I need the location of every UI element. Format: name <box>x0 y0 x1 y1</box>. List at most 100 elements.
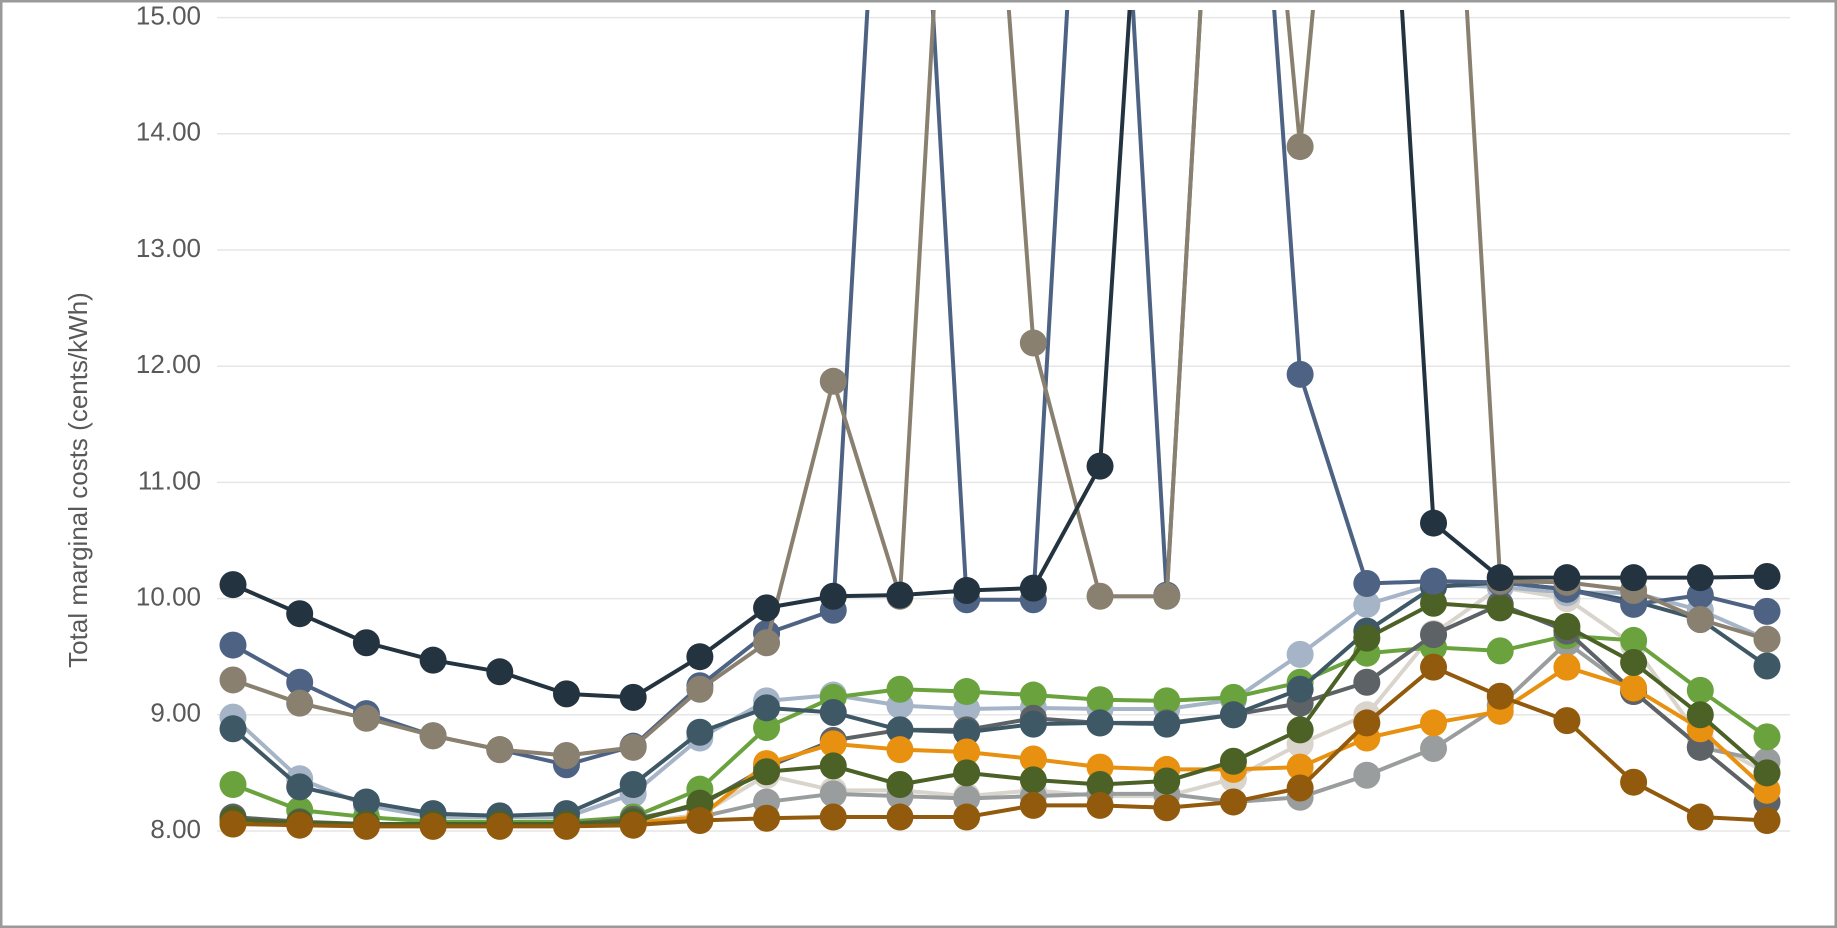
y-tick-label: 8.00 <box>150 814 201 844</box>
data-point <box>486 736 514 764</box>
data-point <box>1286 774 1314 802</box>
data-point <box>419 646 447 674</box>
data-point <box>886 803 914 831</box>
data-point <box>619 683 647 711</box>
data-point <box>1620 564 1648 592</box>
data-point <box>1286 360 1314 388</box>
data-point <box>352 788 380 816</box>
y-tick-label: 11.00 <box>138 465 201 495</box>
data-point <box>686 718 714 746</box>
data-point <box>1286 716 1314 744</box>
data-point <box>1486 564 1514 592</box>
data-point <box>1353 668 1381 696</box>
data-point <box>819 730 847 758</box>
data-point <box>286 668 314 696</box>
data-point <box>286 811 314 839</box>
data-point <box>1553 612 1581 640</box>
y-tick-label: 13.00 <box>136 233 201 263</box>
data-point <box>819 367 847 395</box>
data-point <box>1620 649 1648 677</box>
data-point <box>1553 707 1581 735</box>
data-point <box>552 812 580 840</box>
data-point <box>1753 625 1781 653</box>
data-point <box>1620 768 1648 796</box>
data-point <box>1286 133 1314 161</box>
data-point <box>686 807 714 835</box>
data-point <box>419 722 447 750</box>
data-point <box>1420 621 1448 649</box>
data-point <box>886 771 914 799</box>
data-point <box>1686 701 1714 729</box>
data-point <box>619 733 647 761</box>
data-point <box>1153 687 1181 715</box>
data-point <box>1086 791 1114 819</box>
data-point <box>1686 564 1714 592</box>
data-point <box>1019 329 1047 357</box>
data-point <box>753 594 781 622</box>
y-tick-label: 15.00 <box>136 0 201 30</box>
data-point <box>1353 709 1381 737</box>
data-point <box>1019 681 1047 709</box>
data-point <box>286 689 314 717</box>
data-point <box>1086 686 1114 714</box>
data-point <box>1620 674 1648 702</box>
data-point <box>753 694 781 722</box>
data-point <box>219 810 247 838</box>
data-point <box>953 678 981 706</box>
data-point <box>1753 597 1781 625</box>
data-point <box>1353 569 1381 597</box>
data-point <box>1019 710 1047 738</box>
data-point <box>819 752 847 780</box>
data-point <box>219 631 247 659</box>
data-point <box>619 811 647 839</box>
data-point <box>1486 594 1514 622</box>
data-point <box>1420 734 1448 762</box>
data-point <box>1686 676 1714 704</box>
data-point <box>1686 803 1714 831</box>
data-point <box>552 680 580 708</box>
data-point <box>1753 563 1781 591</box>
data-point <box>1219 747 1247 775</box>
data-point <box>286 773 314 801</box>
data-point <box>1420 709 1448 737</box>
data-point <box>1086 709 1114 737</box>
data-point <box>1019 791 1047 819</box>
data-point <box>819 803 847 831</box>
data-point <box>1553 653 1581 681</box>
data-point <box>1353 761 1381 789</box>
data-point <box>819 582 847 610</box>
data-point <box>953 784 981 812</box>
data-point <box>1486 682 1514 710</box>
data-point <box>1353 590 1381 618</box>
y-tick-label: 9.00 <box>150 698 201 728</box>
data-point <box>953 803 981 831</box>
data-point <box>1753 652 1781 680</box>
data-point <box>953 576 981 604</box>
series <box>219 10 1781 711</box>
data-point <box>1153 710 1181 738</box>
data-point <box>886 675 914 703</box>
data-point <box>1286 753 1314 781</box>
data-point <box>753 804 781 832</box>
data-point <box>1086 452 1114 480</box>
data-point <box>1019 574 1047 602</box>
data-point <box>819 698 847 726</box>
data-point <box>1153 794 1181 822</box>
data-point <box>1086 582 1114 610</box>
series <box>219 653 1781 840</box>
y-tick-label: 10.00 <box>136 581 201 611</box>
data-point <box>686 675 714 703</box>
y-axis-title: Total marginal costs (cents/kWh) <box>63 292 93 668</box>
data-point <box>1153 767 1181 795</box>
data-point <box>953 718 981 746</box>
data-point <box>619 771 647 799</box>
data-point <box>1219 788 1247 816</box>
data-point <box>953 759 981 787</box>
data-point <box>1286 675 1314 703</box>
y-tick-label: 14.00 <box>136 117 201 147</box>
data-point <box>219 715 247 743</box>
data-point <box>286 600 314 628</box>
data-point <box>1753 759 1781 787</box>
